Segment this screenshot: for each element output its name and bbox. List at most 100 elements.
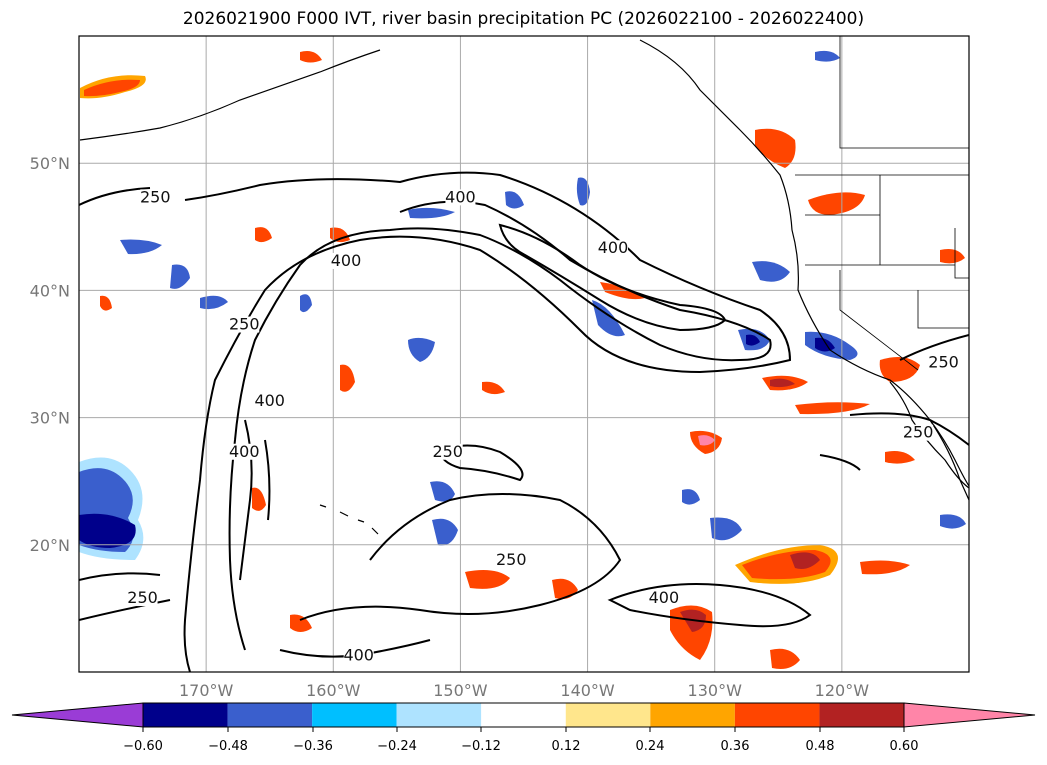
precip-patch-negative (815, 50, 840, 62)
ivt-contour-250 (79, 171, 792, 672)
precip-patch-positive (860, 560, 910, 575)
contour-label-bg (445, 189, 476, 206)
map-title: 2026021900 F000 IVT, river basin precipi… (182, 9, 865, 29)
ivt-contour-250 (899, 334, 969, 361)
precip-patch-negative (940, 514, 966, 529)
precip-patch-negative (170, 264, 190, 289)
precip-patch-positive (255, 227, 272, 243)
precip-patch-positive (770, 648, 800, 669)
precip-patch-negative (432, 518, 458, 546)
precip-patch-negative (752, 261, 790, 282)
coastlines (79, 39, 969, 535)
colorbar-tick-label: −0.12 (461, 739, 501, 754)
precip-patch-positive (755, 128, 796, 168)
contour-label: 400 (343, 645, 374, 664)
precip-patch-negative (505, 191, 524, 209)
colorbar-tick-label: 0.48 (806, 739, 835, 754)
mexico-coast (929, 419, 969, 487)
colorbar-tick-label: 0.60 (890, 739, 919, 754)
alaska-border (839, 36, 969, 149)
ivt-contour-400 (498, 223, 727, 332)
north-america-coast (639, 39, 969, 501)
graticule (79, 36, 969, 672)
contour-label: 250 (903, 423, 934, 442)
contour-label-bg (127, 590, 158, 607)
ivt-contour-250 (79, 572, 171, 621)
precip-patch-positive (252, 487, 266, 511)
colorbar-swatch (481, 703, 566, 727)
contour-label-bg (496, 551, 527, 568)
map-content: 250 400 400 400 250 400 400 250 250 400 250 400 250 2… (79, 36, 969, 672)
ivt-contours (79, 171, 969, 672)
precip-patch-negative (576, 177, 590, 206)
hawaii-islands (319, 504, 379, 535)
state-border (805, 175, 969, 371)
colorbar-swatch (396, 703, 482, 727)
colorbar-extend-low (11, 702, 144, 728)
precip-patch-strong-negative (79, 513, 136, 548)
contour-label-bg (343, 647, 374, 664)
colorbar-swatch (227, 703, 313, 727)
precip-patch-positive (879, 356, 920, 382)
country-borders (795, 36, 969, 371)
contour-label-bg (903, 424, 934, 441)
lon-label: 120°W (815, 681, 870, 700)
map-frame (78, 35, 970, 673)
colorbar-swatch (734, 703, 820, 727)
contour-label: 400 (649, 588, 680, 607)
colorbar-swatch (143, 703, 228, 727)
precip-patch-positive (465, 570, 510, 589)
contour-label: 250 (928, 353, 959, 372)
contour-label: 250 (432, 442, 463, 461)
colorbar-tick-label: −0.60 (123, 739, 163, 754)
contour-label: 250 (496, 550, 527, 569)
contour-label: 400 (254, 391, 285, 410)
colorbar-swatch (565, 703, 651, 727)
lat-label: 40°N (30, 281, 70, 300)
precip-patch-negative (408, 207, 455, 219)
precip-patch-positive (330, 227, 350, 243)
contour-label-bg (598, 240, 628, 257)
colorbar-swatch (819, 703, 904, 727)
precip-patch-negative (430, 481, 455, 502)
precip-patch-positive (940, 249, 965, 264)
contour-label: 250 (229, 315, 260, 334)
contour-label: 400 (229, 442, 260, 461)
precip-patch-strong-negative (746, 334, 760, 346)
lat-label: 30°N (30, 409, 70, 428)
lon-label: 140°W (560, 681, 615, 700)
precip-patches (79, 50, 966, 669)
longitude-labels: 170°W 160°W 150°W 140°W 130°W 120°W (179, 681, 869, 700)
precip-patch-negative (710, 517, 742, 541)
ivt-contour-250 (819, 412, 969, 471)
precip-patch-strong-positive (790, 552, 820, 569)
colorbar-tick-label: −0.36 (293, 739, 333, 754)
precip-patch-negative (200, 295, 228, 310)
colorbar-tick-label: −0.24 (377, 739, 417, 754)
precip-patch-positive (290, 614, 312, 632)
contour-label: 250 (127, 588, 158, 607)
colorbar: −0.60 −0.48 −0.36 −0.24 −0.12 0.12 0.24 0.36 0.4… (11, 702, 1036, 754)
contour-label-bg (229, 443, 260, 460)
precip-patch-positive (340, 364, 355, 392)
precip-patch-positive (482, 381, 505, 395)
lon-label: 170°W (179, 681, 234, 700)
precip-patch-positive (300, 51, 322, 63)
ivt-contour-400 (239, 419, 271, 581)
contour-label-bg (432, 443, 463, 460)
colorbar-tick-label: 0.36 (721, 739, 750, 754)
lon-label: 160°W (306, 681, 361, 700)
colorbar-extend-high (903, 702, 1036, 728)
colorbar-tick-label: 0.12 (552, 739, 581, 754)
precip-patch-positive (84, 79, 140, 97)
colorbar-swatch (312, 703, 397, 727)
colorbar-frame (142, 702, 905, 728)
contour-label-bg (648, 590, 679, 607)
precip-patch-negative (300, 294, 312, 313)
precip-patch-positive (100, 295, 112, 311)
contour-label-bg (928, 354, 959, 371)
contour-label-bg (254, 392, 285, 409)
precip-patch-negative (120, 239, 162, 255)
lon-label: 150°W (433, 681, 488, 700)
